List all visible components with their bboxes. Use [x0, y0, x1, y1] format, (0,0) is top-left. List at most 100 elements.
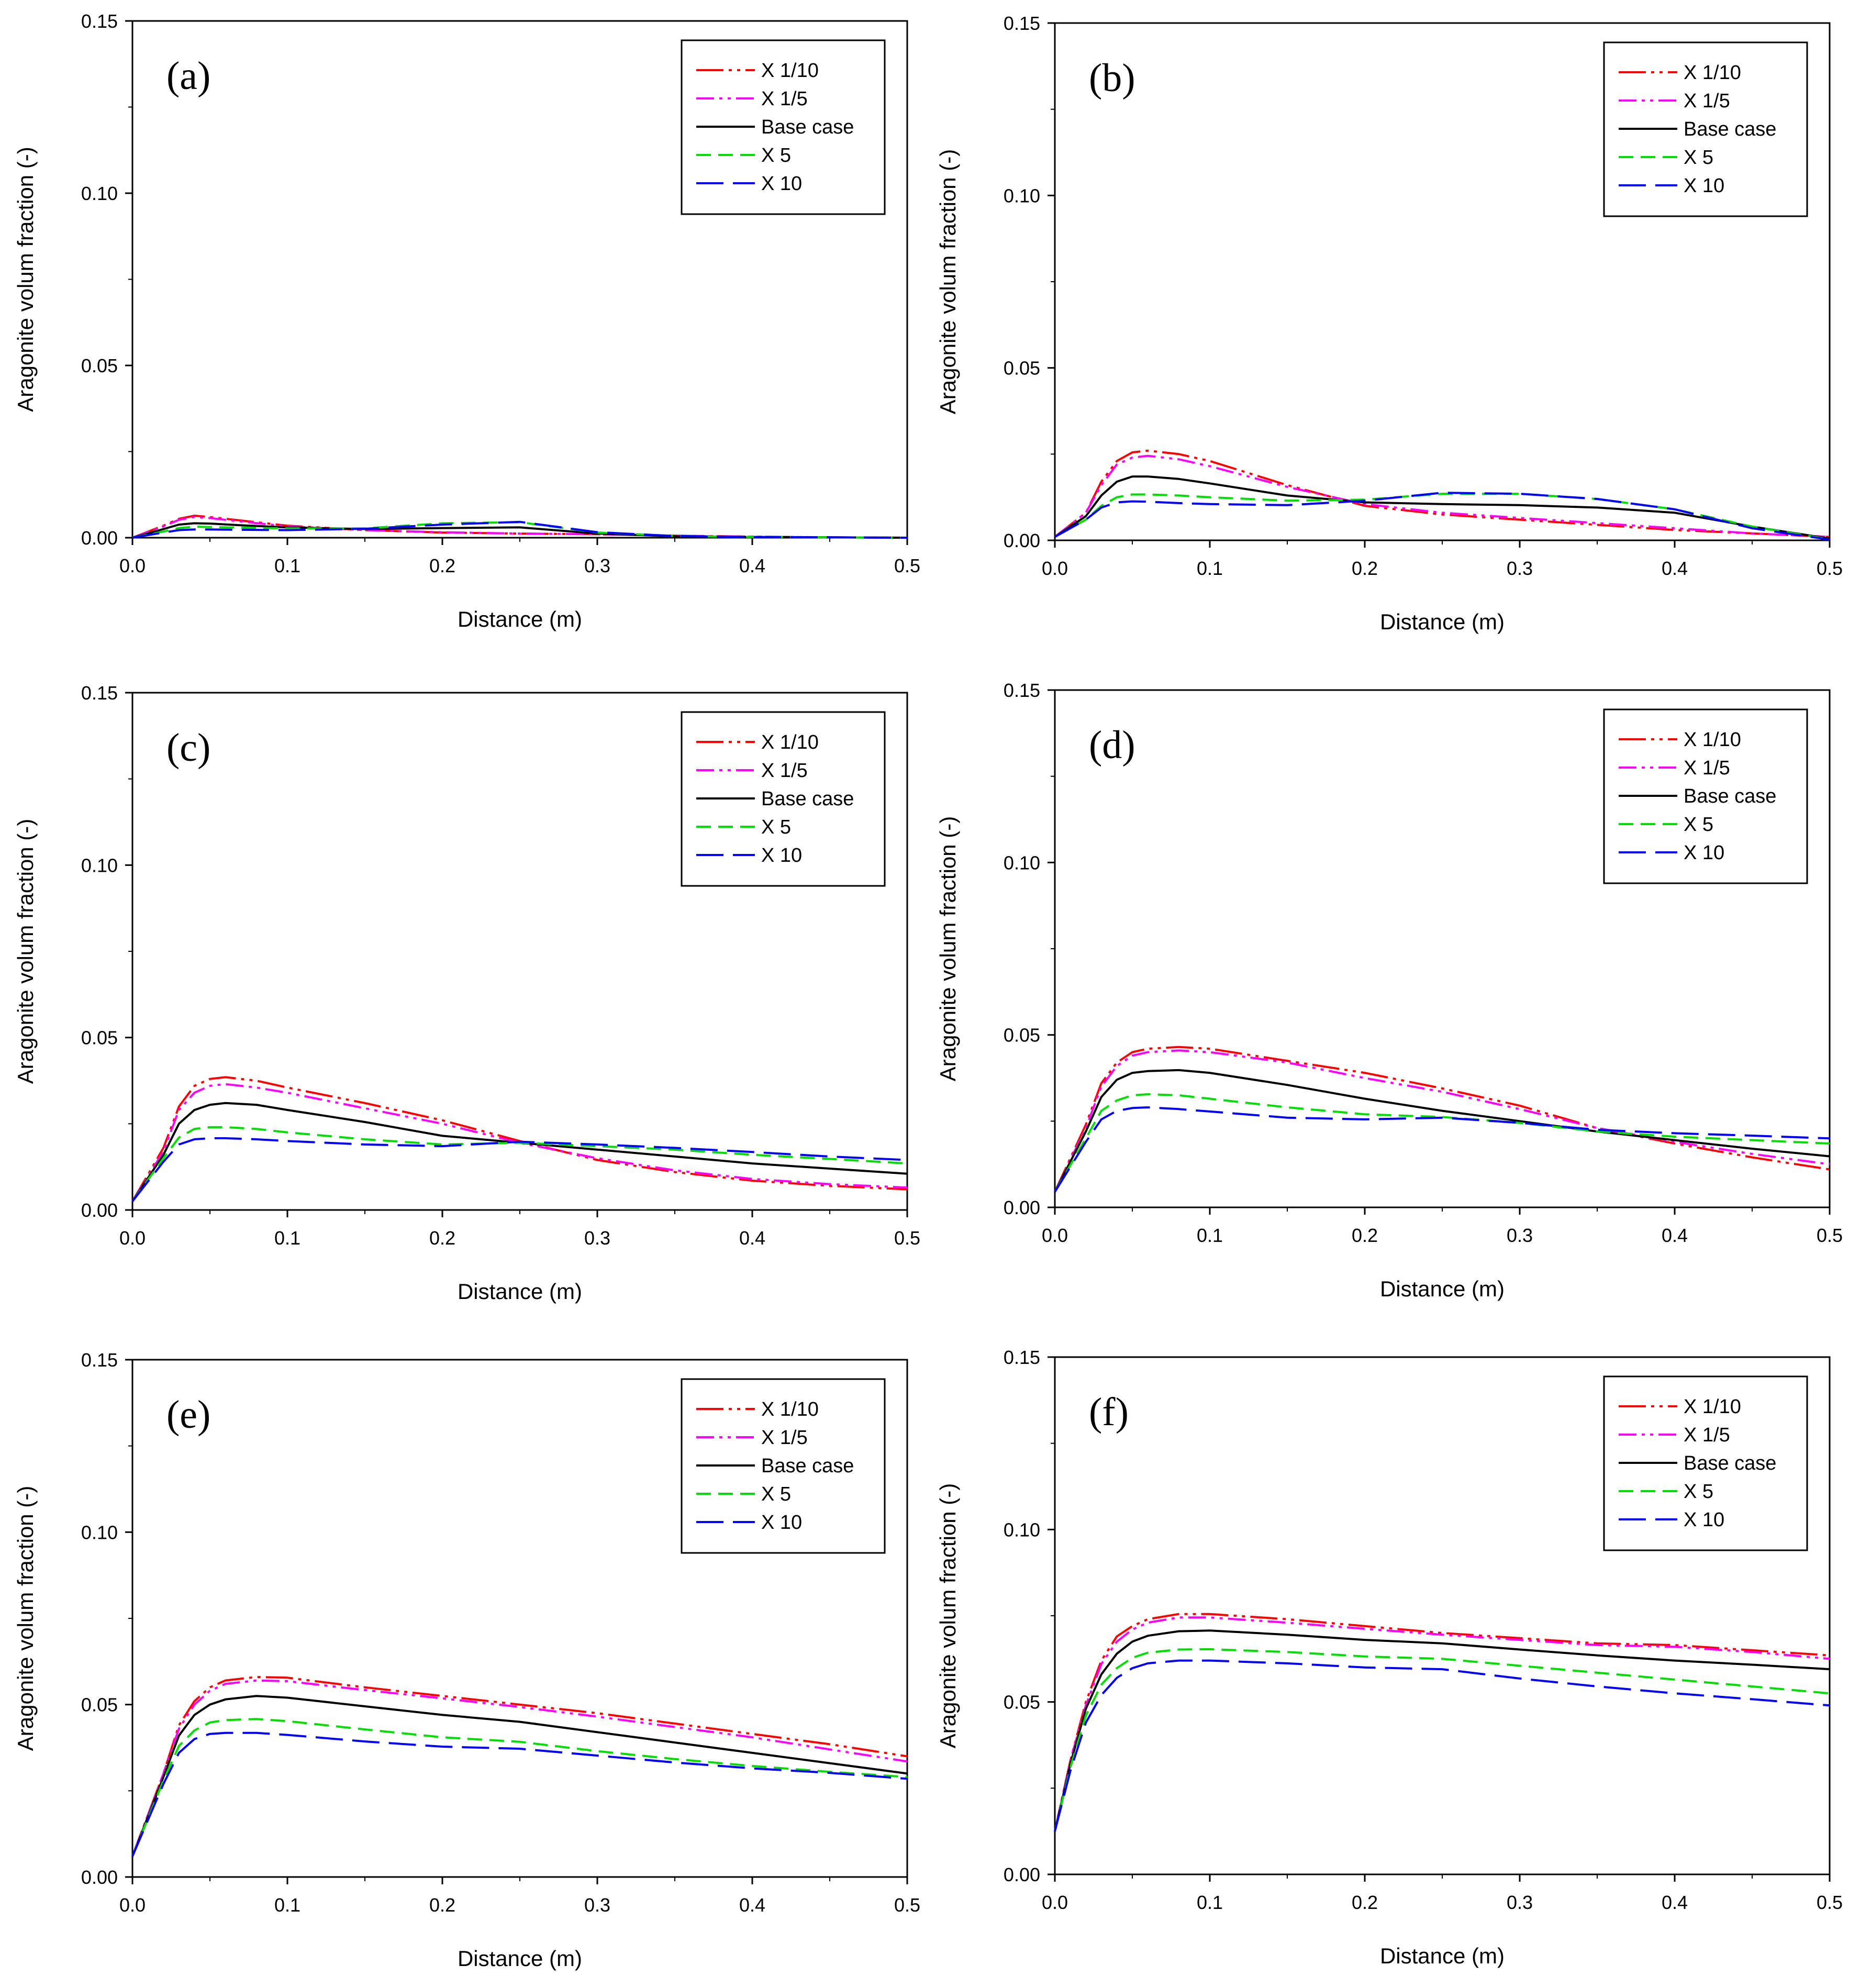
y-axis-title: Aragonite volum fraction (-) — [13, 147, 38, 412]
x-tick-label: 0.0 — [119, 1894, 146, 1916]
legend-entry-label: Base case — [1684, 785, 1776, 807]
series-line-x-10 — [132, 520, 908, 539]
chart-panel-d: 0.0 0.1 0.2 0.3 0.4 0.5 0.00 0.05 0.10 0.15 Distan… — [935, 680, 1843, 1301]
x-tick-label: 0.1 — [274, 1227, 300, 1249]
x-tick-label: 0.2 — [429, 1894, 455, 1916]
legend-entry-label: X 10 — [761, 845, 802, 867]
x-tick-label: 0.5 — [894, 1894, 920, 1916]
legend-entry-label: X 5 — [761, 1483, 791, 1505]
x-tick-label: 0.4 — [1662, 1225, 1688, 1246]
panel-label: (a) — [166, 54, 210, 98]
x-axis-title: Distance (m) — [1380, 1943, 1505, 1968]
legend-entry-label: Base case — [761, 788, 854, 810]
x-axis-title: Distance (m) — [458, 1946, 582, 1971]
x-tick-label: 0.3 — [584, 1894, 610, 1916]
y-tick-label: 0.10 — [81, 854, 118, 876]
y-axis-title: Aragonite volum fraction (-) — [935, 149, 960, 415]
x-tick-label: 0.5 — [894, 1227, 920, 1249]
series-line-x-5 — [131, 1126, 908, 1202]
x-tick-label: 0.5 — [894, 555, 920, 576]
y-tick-label: 0.00 — [1004, 1864, 1040, 1885]
y-axis-title: Aragonite volum fraction (-) — [935, 816, 960, 1082]
chart-panel-c: 0.0 0.1 0.2 0.3 0.4 0.5 0.00 0.05 0.10 0.15 Distan… — [13, 682, 920, 1304]
x-tick-label: 0.4 — [1662, 1892, 1688, 1913]
legend-entry-label: Base case — [761, 116, 854, 138]
x-axis-title: Distance (m) — [458, 607, 582, 631]
x-tick-label: 0.5 — [1817, 558, 1843, 579]
x-tick-label: 0.1 — [274, 555, 300, 576]
series-line-x-1-10 — [131, 1676, 908, 1857]
legend-entry-label: X 1/5 — [1684, 90, 1730, 112]
legend-entry-label: X 5 — [761, 816, 791, 838]
legend-entry-label: X 1/10 — [1684, 1396, 1741, 1418]
series-line-x-1-5 — [1054, 454, 1830, 538]
x-tick-label: 0.1 — [274, 1894, 300, 1916]
x-tick-label: 0.4 — [739, 1227, 765, 1249]
series-line-x-5 — [1054, 1648, 1830, 1832]
series-line-base-case — [1054, 1629, 1830, 1832]
y-tick-label: 0.10 — [1004, 185, 1040, 206]
x-tick-label: 0.4 — [739, 555, 765, 576]
legend-entry-label: X 1/5 — [1684, 757, 1730, 779]
series-line-x-5 — [1054, 1093, 1830, 1193]
x-tick-label: 0.5 — [1817, 1225, 1843, 1246]
y-axis-title: Aragonite volum fraction (-) — [13, 1486, 38, 1751]
y-tick-label: 0.10 — [1004, 1519, 1040, 1540]
series-line-base-case — [131, 1695, 908, 1857]
y-tick-label: 0.05 — [1004, 1692, 1040, 1713]
series-line-x-1-5 — [1054, 1616, 1830, 1832]
x-tick-label: 0.2 — [429, 1227, 455, 1249]
x-tick-label: 0.0 — [1042, 558, 1068, 579]
x-tick-label: 0.3 — [1507, 1892, 1533, 1913]
panel-label: (b) — [1089, 56, 1135, 100]
y-tick-label: 0.05 — [81, 355, 118, 376]
x-tick-label: 0.2 — [1352, 1892, 1378, 1913]
series-line-x-1-5 — [1054, 1049, 1830, 1193]
x-tick-label: 0.5 — [1817, 1892, 1843, 1913]
y-tick-label: 0.15 — [81, 1349, 118, 1371]
y-tick-label: 0.10 — [81, 1521, 118, 1543]
x-tick-label: 0.1 — [1197, 1225, 1223, 1246]
y-tick-label: 0.00 — [1004, 1197, 1040, 1218]
legend-entry-label: X 1/10 — [761, 60, 819, 82]
y-tick-label: 0.00 — [1004, 530, 1040, 551]
legend-entry-label: X 5 — [761, 145, 791, 166]
y-tick-label: 0.15 — [1004, 13, 1040, 34]
legend-entry-label: X 1/5 — [1684, 1424, 1730, 1446]
chart-panel-e: 0.0 0.1 0.2 0.3 0.4 0.5 0.00 0.05 0.10 0.15 Distan… — [13, 1349, 920, 1971]
series-line-x-10 — [1054, 492, 1830, 541]
y-tick-label: 0.00 — [81, 1867, 118, 1888]
chart-panel-f: 0.0 0.1 0.2 0.3 0.4 0.5 0.00 0.05 0.10 0.15 Distan… — [935, 1347, 1843, 1968]
panel-label: (f) — [1089, 1390, 1129, 1434]
legend-entry-label: X 1/5 — [761, 760, 808, 782]
x-tick-label: 0.2 — [1352, 1225, 1378, 1246]
x-axis-title: Distance (m) — [1380, 609, 1505, 634]
legend-entry-label: X 10 — [1684, 175, 1724, 197]
x-axis-title: Distance (m) — [458, 1279, 582, 1304]
x-tick-label: 0.4 — [1662, 558, 1688, 579]
legend-entry-label: X 10 — [1684, 842, 1724, 864]
legend-entry-label: X 1/10 — [761, 1398, 819, 1420]
panel-label: (e) — [166, 1393, 210, 1437]
x-tick-label: 0.4 — [739, 1894, 765, 1916]
x-tick-label: 0.2 — [429, 555, 455, 576]
x-tick-label: 0.3 — [584, 555, 610, 576]
legend-entry-label: X 5 — [1684, 147, 1713, 169]
y-tick-label: 0.00 — [81, 527, 118, 549]
series-line-x-1-10 — [1054, 1046, 1830, 1193]
y-tick-label: 0.15 — [81, 10, 118, 32]
y-tick-label: 0.10 — [81, 183, 118, 204]
x-tick-label: 0.1 — [1197, 1892, 1223, 1913]
x-tick-label: 0.3 — [1507, 1225, 1533, 1246]
x-tick-label: 0.2 — [1352, 558, 1378, 579]
series-line-x-10 — [131, 1137, 908, 1202]
legend-entry-label: X 1/10 — [1684, 62, 1741, 84]
legend-entry-label: X 5 — [1684, 1481, 1713, 1503]
x-tick-label: 0.0 — [1042, 1225, 1068, 1246]
x-tick-label: 0.3 — [584, 1227, 610, 1249]
y-tick-label: 0.15 — [1004, 680, 1040, 701]
panel-label: (d) — [1089, 723, 1135, 767]
series-line-x-1-10 — [131, 1076, 908, 1202]
x-tick-label: 0.1 — [1197, 558, 1223, 579]
